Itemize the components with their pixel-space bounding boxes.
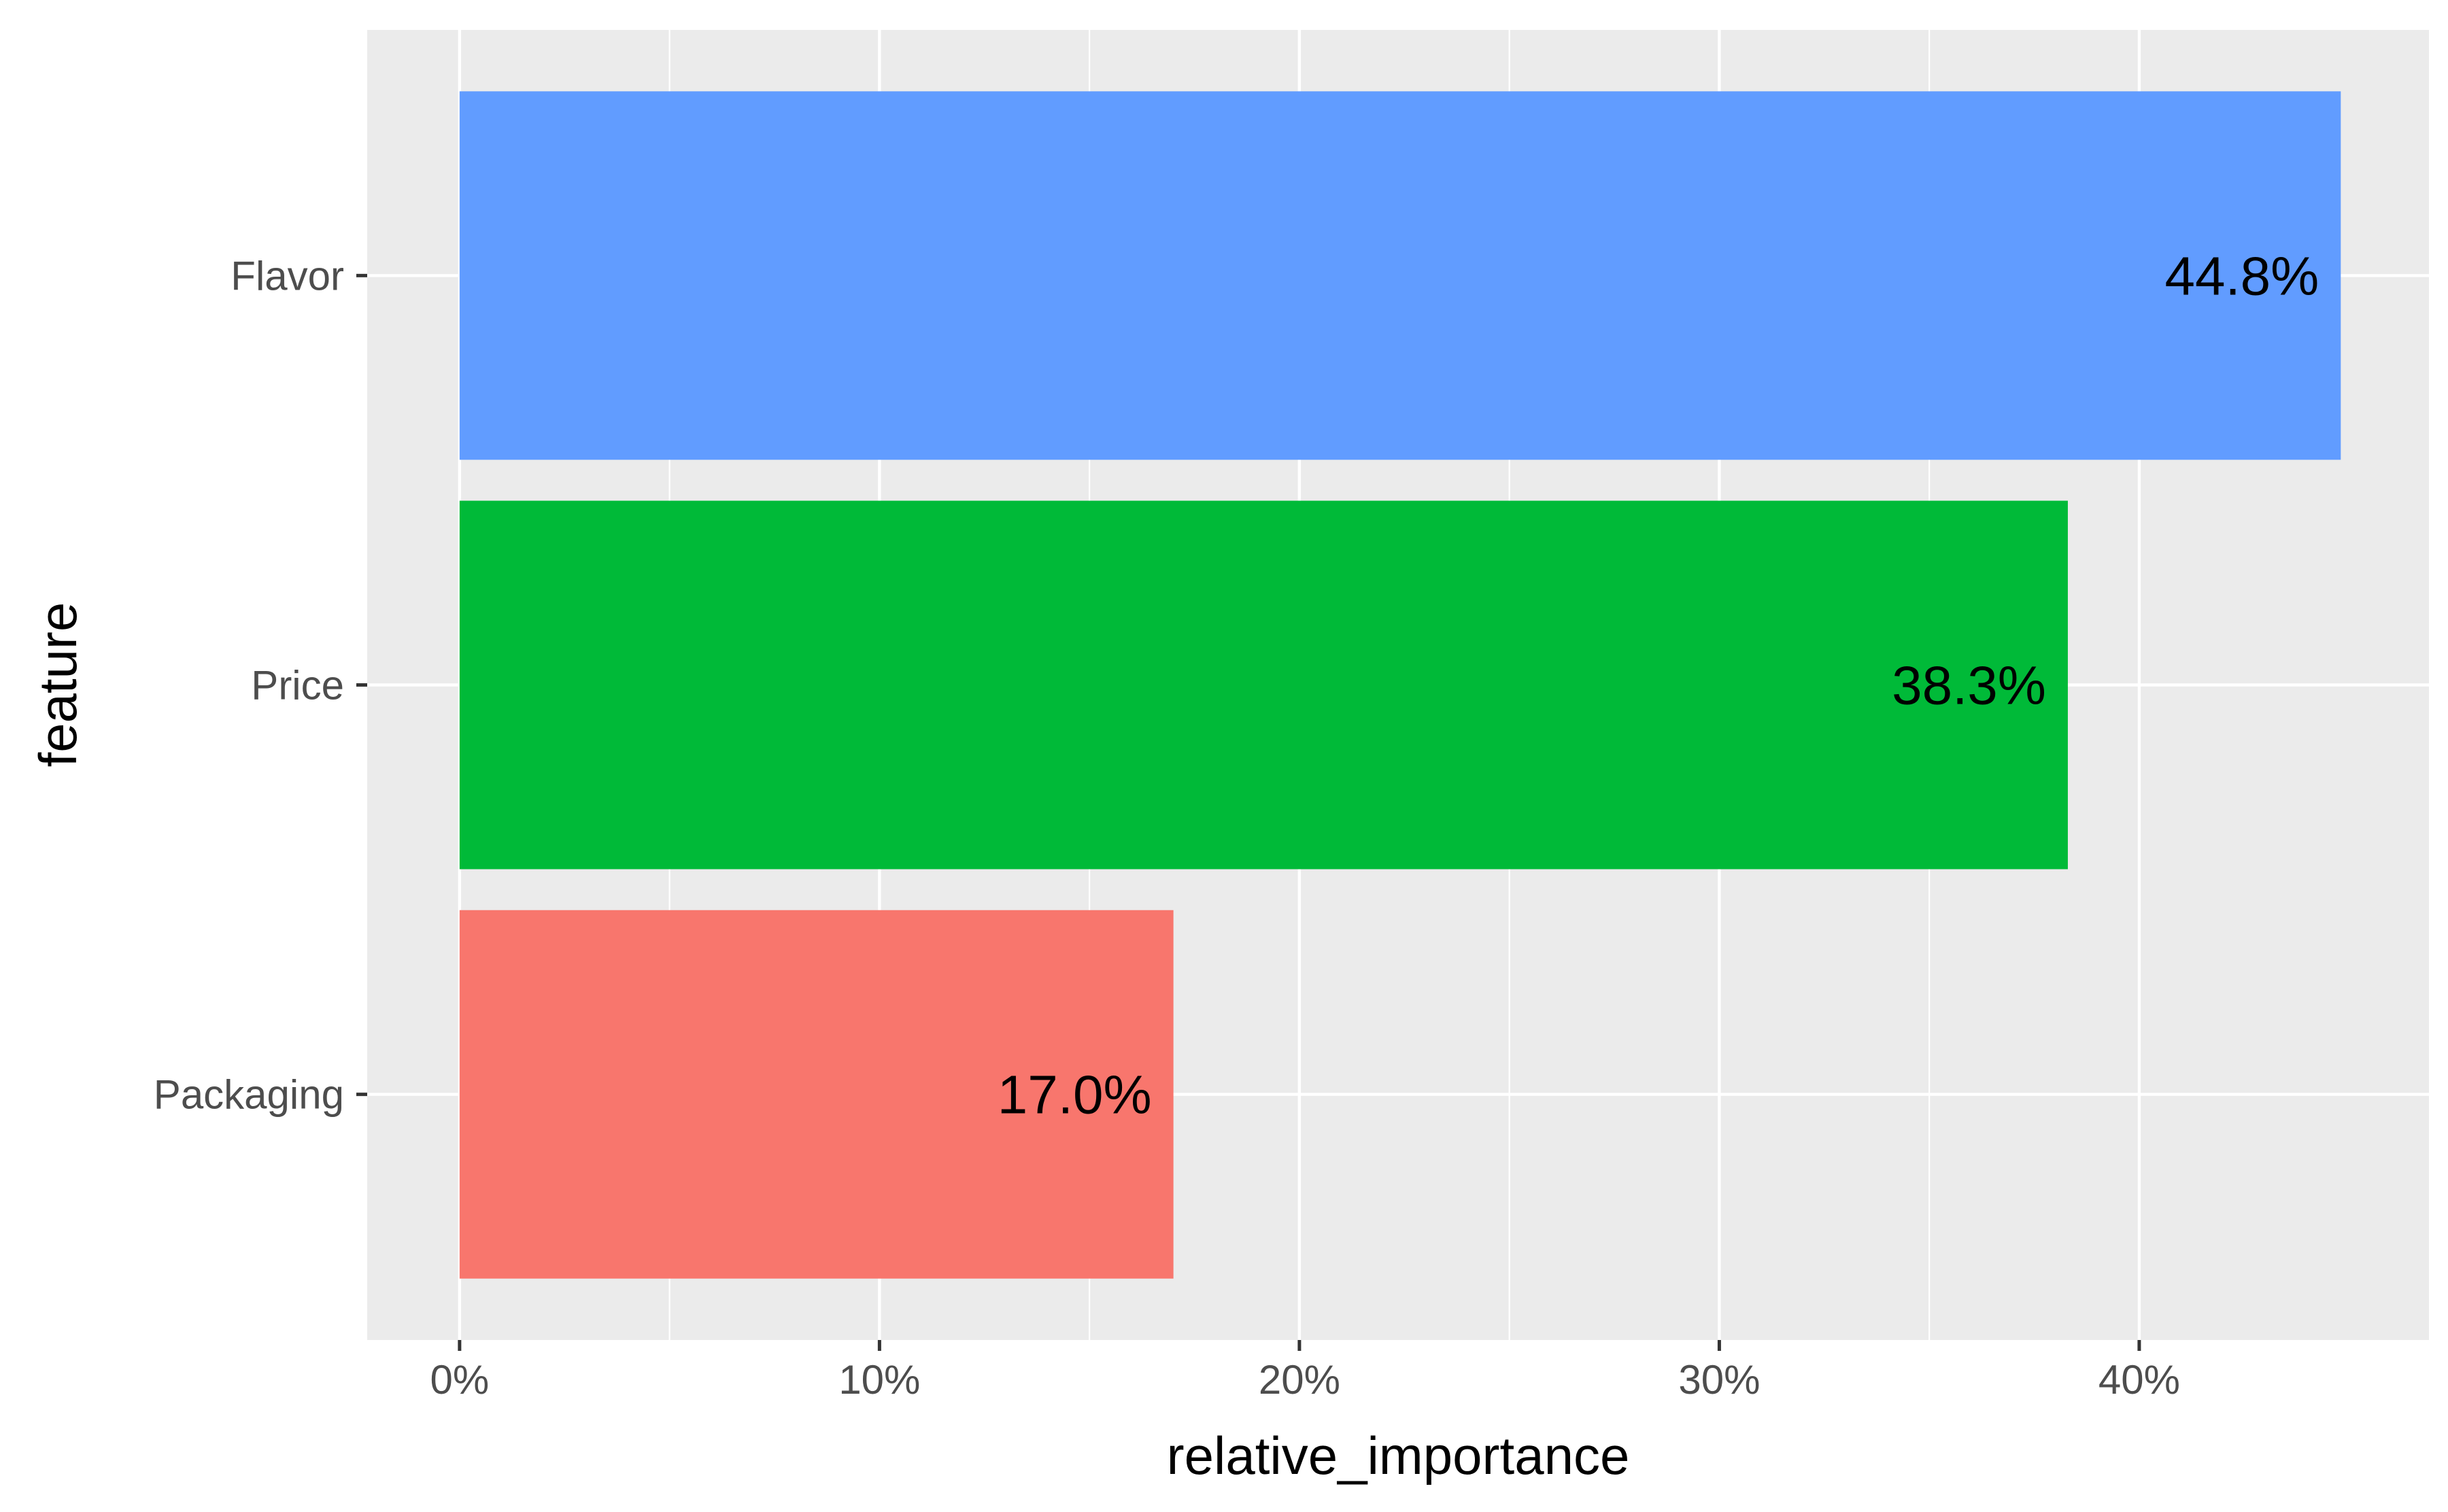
bar-data-labels: 17.0% 38.3% 44.8% [998,245,2319,1124]
x-axis: 0% 10% 20% 30% 40% [430,1340,2180,1403]
bar [459,500,2068,870]
x-tick-label: 20% [1259,1357,1340,1403]
x-axis-title: relative_importance [1167,1426,1630,1485]
bar [459,91,2341,460]
y-axis-title: feature [28,602,88,768]
bar-data-label: 17.0% [998,1065,1152,1125]
x-tick-label: 30% [1678,1357,1760,1403]
bar-data-label: 38.3% [1892,655,2046,716]
bar-data-label: 44.8% [2164,245,2319,306]
y-tick-label: Flavor [231,253,344,298]
y-axis: Packaging Price Flavor [154,253,367,1118]
y-tick-label: Packaging [154,1072,344,1118]
x-tick-label: 40% [2098,1357,2180,1403]
x-tick-label: 10% [838,1357,920,1403]
bar [459,910,1174,1279]
x-tick-label: 0% [430,1357,489,1403]
y-tick-label: Price [251,663,344,708]
bars [459,91,2341,1279]
